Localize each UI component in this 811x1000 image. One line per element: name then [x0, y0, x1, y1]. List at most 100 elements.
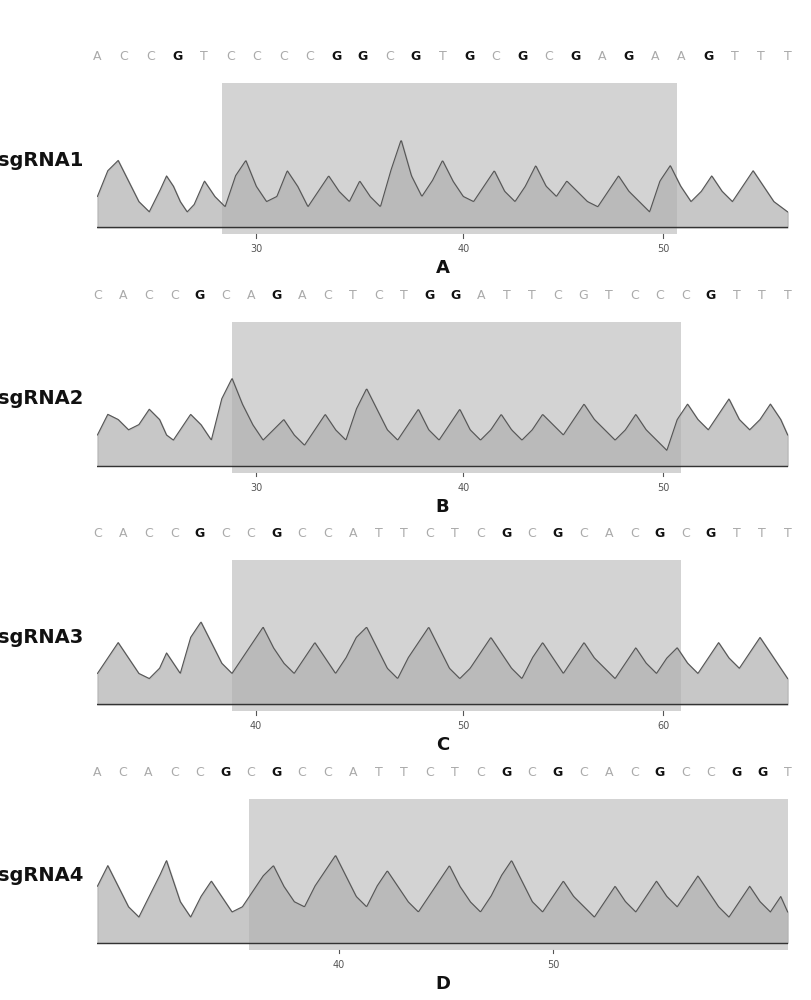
Text: 40: 40	[250, 721, 262, 731]
Text: T: T	[783, 289, 791, 302]
Text: A: A	[118, 289, 127, 302]
Text: A: A	[603, 527, 612, 540]
Text: G: G	[463, 50, 474, 63]
Text: T: T	[451, 527, 459, 540]
Text: G: G	[756, 766, 766, 779]
Text: T: T	[732, 527, 740, 540]
Text: C: C	[169, 527, 178, 540]
Text: 60: 60	[656, 721, 669, 731]
Text: G: G	[577, 289, 587, 302]
Text: C: C	[425, 766, 434, 779]
Text: G: G	[500, 527, 511, 540]
Text: A: A	[597, 50, 605, 63]
Text: C: C	[305, 50, 314, 63]
Text: T: T	[604, 289, 611, 302]
Text: C: C	[93, 527, 101, 540]
Text: A: A	[247, 289, 255, 302]
Text: B: B	[436, 498, 448, 516]
Text: A: A	[118, 527, 127, 540]
Text: G: G	[331, 50, 341, 63]
Text: C: C	[323, 527, 332, 540]
Text: C: C	[144, 527, 152, 540]
Text: C: C	[543, 50, 552, 63]
Text: T: T	[757, 50, 764, 63]
Text: C: C	[552, 289, 561, 302]
Text: C: C	[118, 766, 127, 779]
Text: T: T	[400, 527, 408, 540]
Text: G: G	[705, 527, 715, 540]
Text: A: A	[476, 289, 484, 302]
Text: C: C	[323, 289, 332, 302]
Text: C: C	[225, 50, 234, 63]
Text: C: C	[247, 766, 255, 779]
Text: T: T	[783, 766, 791, 779]
Text: 40: 40	[457, 483, 469, 493]
Text: G: G	[410, 50, 421, 63]
Text: C: C	[425, 527, 434, 540]
Text: G: G	[731, 766, 740, 779]
Text: T: T	[349, 289, 357, 302]
Text: G: G	[551, 766, 562, 779]
Text: T: T	[527, 289, 535, 302]
FancyBboxPatch shape	[221, 83, 676, 234]
Text: T: T	[783, 527, 791, 540]
Text: G: G	[517, 50, 526, 63]
Text: A: A	[603, 766, 612, 779]
Text: sgRNA1: sgRNA1	[0, 151, 84, 170]
Text: A: A	[435, 259, 449, 277]
Text: G: G	[569, 50, 580, 63]
Text: C: C	[629, 527, 637, 540]
Text: sgRNA3: sgRNA3	[0, 628, 84, 647]
Text: G: G	[195, 527, 204, 540]
Text: A: A	[349, 527, 357, 540]
Text: C: C	[195, 766, 204, 779]
Text: G: G	[424, 289, 435, 302]
Text: T: T	[732, 289, 740, 302]
Text: G: G	[623, 50, 633, 63]
Text: T: T	[375, 527, 382, 540]
Text: C: C	[169, 289, 178, 302]
Text: C: C	[252, 50, 261, 63]
Text: T: T	[438, 50, 446, 63]
Text: G: G	[702, 50, 712, 63]
Text: C: C	[578, 766, 587, 779]
Text: 30: 30	[250, 244, 262, 254]
Text: C: C	[169, 766, 178, 779]
Text: A: A	[93, 50, 101, 63]
Text: T: T	[502, 289, 509, 302]
FancyBboxPatch shape	[232, 560, 680, 711]
Text: T: T	[451, 766, 459, 779]
Text: C: C	[436, 736, 448, 754]
Text: C: C	[247, 527, 255, 540]
Text: sgRNA2: sgRNA2	[0, 389, 84, 408]
FancyBboxPatch shape	[249, 799, 787, 950]
Text: C: C	[384, 50, 393, 63]
Text: C: C	[680, 766, 689, 779]
Text: G: G	[705, 289, 715, 302]
Text: T: T	[757, 289, 765, 302]
Text: A: A	[650, 50, 659, 63]
Text: C: C	[323, 766, 332, 779]
Text: 40: 40	[333, 960, 345, 970]
Text: C: C	[527, 766, 536, 779]
Text: C: C	[578, 527, 587, 540]
Text: 50: 50	[546, 960, 559, 970]
Text: T: T	[200, 50, 208, 63]
Text: A: A	[349, 766, 357, 779]
Text: 50: 50	[457, 721, 469, 731]
Text: T: T	[730, 50, 737, 63]
Text: C: C	[297, 527, 306, 540]
Text: C: C	[146, 50, 155, 63]
Text: G: G	[271, 766, 281, 779]
Text: C: C	[476, 527, 485, 540]
Text: C: C	[476, 766, 485, 779]
Text: 50: 50	[656, 244, 669, 254]
Text: G: G	[551, 527, 562, 540]
Text: G: G	[172, 50, 182, 63]
Text: G: G	[500, 766, 511, 779]
Text: G: G	[271, 289, 281, 302]
Text: A: A	[298, 289, 306, 302]
Text: D: D	[435, 975, 449, 993]
Text: C: C	[297, 766, 306, 779]
Text: G: G	[654, 766, 664, 779]
